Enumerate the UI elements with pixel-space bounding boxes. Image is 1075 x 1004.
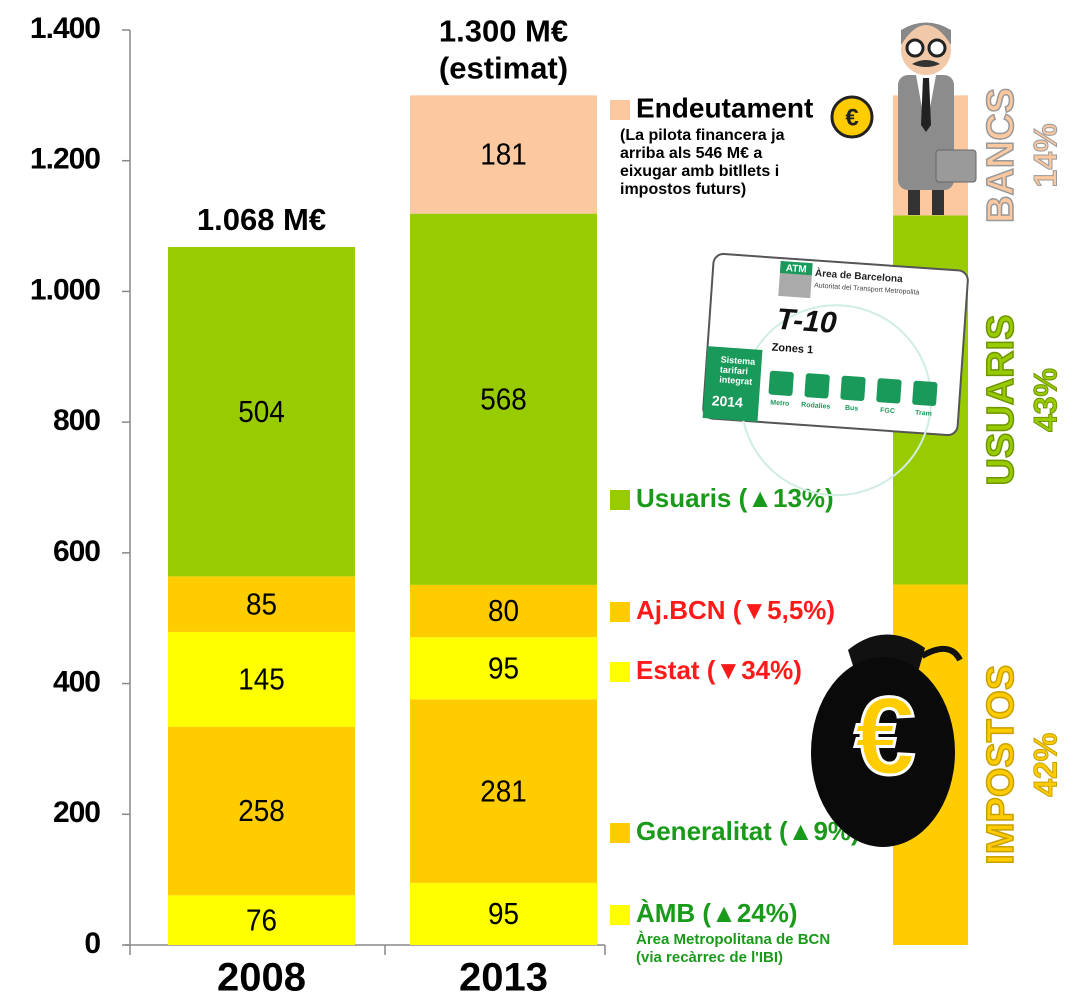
- card-year: 2014: [711, 392, 743, 410]
- legend-note: eixugar amb bitllets i: [620, 163, 779, 180]
- mode-icon: [876, 378, 902, 404]
- y-tick-label: 600: [53, 535, 100, 568]
- legend-note: (via recàrrec de l'IBI): [636, 949, 783, 966]
- legend-label: Aj.BCN (▼5,5%): [636, 595, 835, 625]
- coin-symbol: €: [845, 104, 858, 131]
- legend-note: (La pilota financera ja: [620, 127, 785, 144]
- card-title: T-10: [776, 303, 838, 340]
- mode-label: Tram: [915, 410, 932, 418]
- y-tick-label: 0: [84, 927, 100, 960]
- briefcase: [936, 150, 976, 182]
- share-label: IMPOSTOS: [980, 665, 1022, 865]
- value-label: 258: [238, 794, 285, 829]
- share-label: BANCS: [980, 88, 1022, 223]
- legend-note: arriba als 546 M€ a: [620, 145, 762, 162]
- x-tick-label: 2008: [217, 956, 306, 1000]
- legend-label: ÀMB (▲24%): [636, 898, 798, 928]
- value-label: 85: [246, 587, 277, 622]
- y-tick-label: 1.200: [30, 143, 100, 176]
- legend-label: Endeutament: [636, 92, 813, 123]
- glasses: [929, 40, 945, 56]
- y-tick-label: 800: [53, 404, 100, 437]
- share-label: USUARIS: [980, 315, 1022, 486]
- mode-label: FGC: [880, 407, 895, 415]
- value-label: 568: [480, 382, 527, 417]
- mode-icon: [840, 376, 866, 402]
- chart: 0 200 400 600 800 1.000 1.200 1.400 76 258 145 85 50…: [0, 0, 1075, 1004]
- legend-swatch: [610, 662, 630, 682]
- value-label: 504: [238, 395, 285, 430]
- value-label: 95: [488, 651, 519, 686]
- value-label: 76: [246, 903, 277, 938]
- legend-swatch: [610, 823, 630, 843]
- value-label: 80: [488, 594, 519, 629]
- x-tick-label: 2013: [459, 956, 548, 1000]
- card-brand: ATM: [785, 263, 807, 275]
- legend-label: Estat (▼34%): [636, 655, 802, 685]
- y-tick-label: 200: [53, 796, 100, 829]
- mode-icon: [768, 371, 794, 397]
- glasses: [907, 40, 923, 56]
- mode-label: Metro: [770, 399, 790, 407]
- value-label: 95: [488, 897, 519, 932]
- y-tick-label: 1.000: [30, 273, 100, 306]
- value-label: 145: [238, 662, 285, 697]
- share-value-label: 14%: [1027, 123, 1063, 187]
- bag-symbol: €: [854, 675, 915, 798]
- value-label: 281: [480, 774, 527, 809]
- total-label: (estimat): [439, 51, 568, 86]
- legend-label: Usuaris (▲13%): [636, 483, 834, 513]
- y-tick-label: 400: [53, 665, 100, 698]
- value-label: 181: [480, 137, 527, 172]
- legend-swatch: [610, 490, 630, 510]
- share-value-label: 42%: [1027, 733, 1063, 797]
- legend-note: Àrea Metropolitana de BCN: [636, 931, 830, 948]
- share-value-label: 43%: [1027, 368, 1063, 432]
- legend-swatch: [610, 905, 630, 925]
- mode-icon: [804, 373, 830, 399]
- mode-label: Bus: [845, 405, 859, 413]
- y-tick-label: 1.400: [30, 12, 100, 45]
- legend-note: impostos futurs): [620, 181, 746, 198]
- total-label: 1.300 M€: [439, 14, 568, 49]
- total-label: 1.068 M€: [197, 202, 326, 237]
- mode-icon: [912, 381, 938, 407]
- legend-label: Generalitat (▲9%): [636, 816, 860, 846]
- legend-swatch: [610, 602, 630, 622]
- legend-swatch: [610, 100, 630, 120]
